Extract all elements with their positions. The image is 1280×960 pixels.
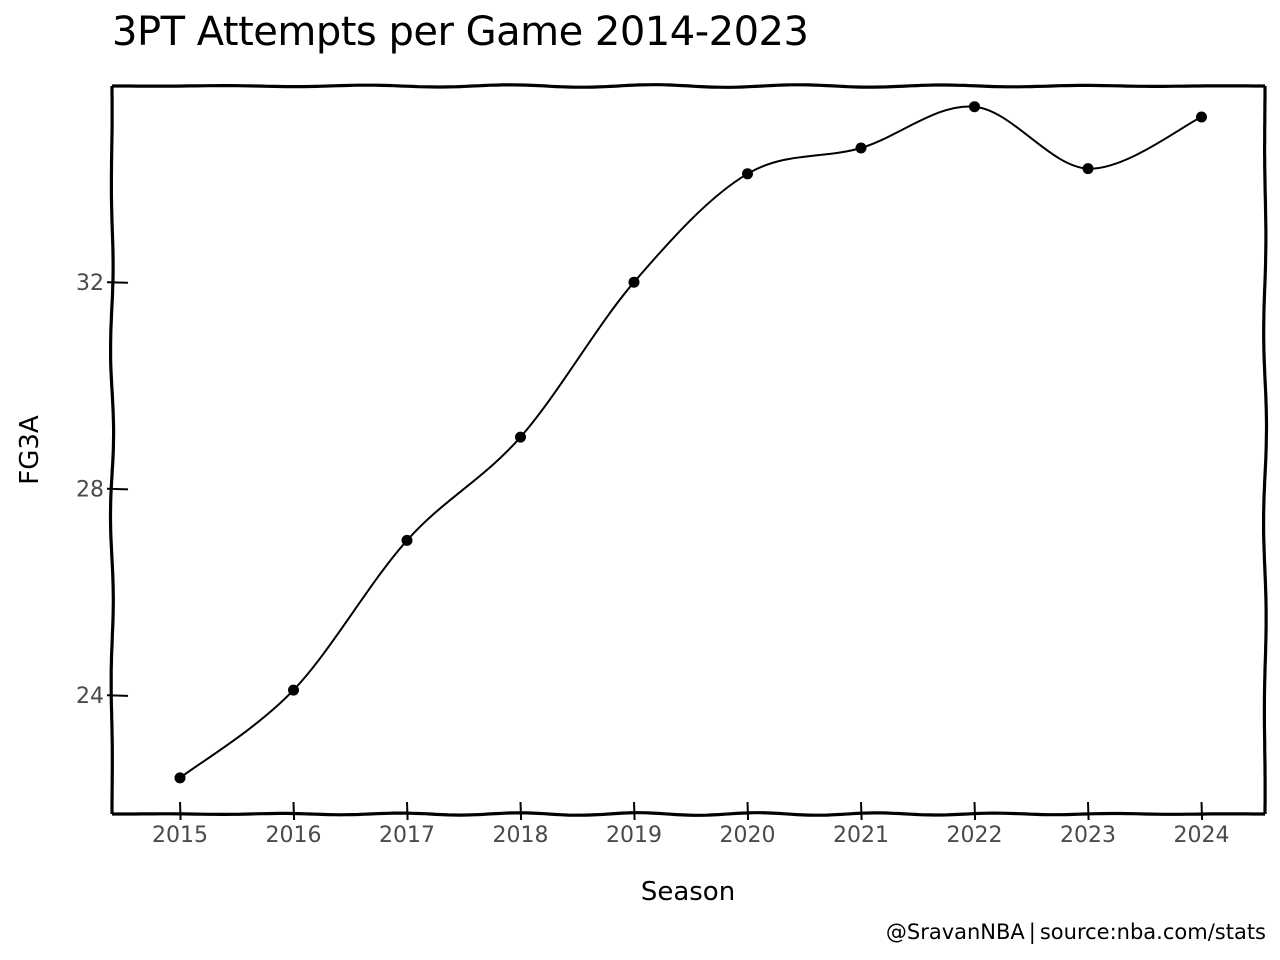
x-tick-2024 <box>1200 801 1204 821</box>
credit-source: source:nba.com/stats <box>1039 920 1266 944</box>
x-tick-2023 <box>1087 801 1090 821</box>
x-tick-2021 <box>860 801 863 821</box>
plot-border <box>108 83 1269 817</box>
data-point-2015 <box>174 772 186 784</box>
data-point-2024 <box>1196 111 1207 123</box>
x-tick-2019 <box>633 801 636 821</box>
x-tick-label-2017: 2017 <box>379 823 435 848</box>
data-point-2016 <box>288 684 299 696</box>
x-tick-2020 <box>746 801 750 821</box>
x-tick-label-2016: 2016 <box>266 823 322 848</box>
x-tick-label-2018: 2018 <box>493 823 549 848</box>
y-tick-label-28: 28 <box>76 478 104 503</box>
data-point-2018 <box>515 431 526 443</box>
x-tick-2017 <box>406 801 409 821</box>
y-tick-label-24: 24 <box>76 684 104 709</box>
x-tick-2016 <box>292 801 296 821</box>
x-tick-label-2020: 2020 <box>720 823 776 848</box>
y-tick-label-32: 32 <box>76 271 104 296</box>
data-point-2022 <box>969 101 980 113</box>
x-axis: 2015 2016 2017 2018 2019 2020 2021 2022 2023 2024 <box>152 801 1230 848</box>
y-tick-28 <box>106 487 129 491</box>
x-tick-label-2015: 2015 <box>152 823 208 848</box>
y-tick-24 <box>106 694 129 697</box>
credit-handle: @SravanNBA <box>885 920 1025 944</box>
x-axis-title: Season <box>641 877 735 907</box>
x-tick-label-2022: 2022 <box>947 823 1003 848</box>
series-line-group <box>179 105 1203 779</box>
credit-separator: | <box>1028 920 1036 944</box>
x-tick-2018 <box>519 801 523 821</box>
series-line <box>179 105 1203 779</box>
x-tick-label-2021: 2021 <box>833 823 889 848</box>
data-point-2019 <box>628 276 640 288</box>
x-tick-label-2023: 2023 <box>1060 823 1116 848</box>
data-points <box>174 101 1207 784</box>
data-point-2023 <box>1082 163 1094 175</box>
y-tick-32 <box>106 281 129 284</box>
data-point-2017 <box>401 534 413 546</box>
x-tick-2015 <box>179 801 182 821</box>
x-tick-label-2019: 2019 <box>606 823 662 848</box>
y-axis: 24 28 32 <box>76 271 129 709</box>
data-point-2020 <box>742 168 753 180</box>
x-tick-label-2024: 2024 <box>1174 823 1230 848</box>
y-axis-title: FG3A <box>15 415 45 485</box>
plot-frame <box>108 83 1269 817</box>
chart-title: 3PT Attempts per Game 2014-2023 <box>112 9 809 55</box>
credit-line: @SravanNBA | source:nba.com/stats <box>886 918 1266 946</box>
data-point-2021 <box>855 142 867 154</box>
x-tick-2022 <box>973 801 977 821</box>
